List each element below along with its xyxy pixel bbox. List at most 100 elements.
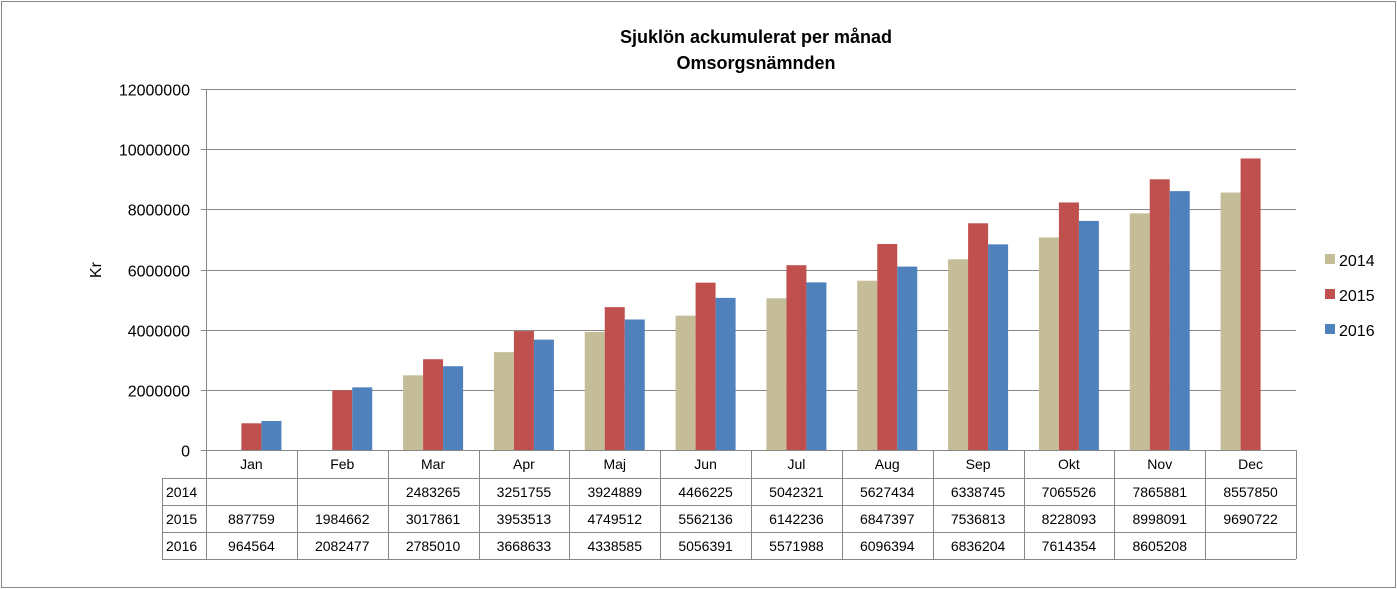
bar-2015-Jul bbox=[786, 265, 807, 450]
bar-2016-Jun bbox=[715, 297, 736, 450]
data-label: 2785010 bbox=[406, 538, 461, 554]
data-label: 7065526 bbox=[1042, 484, 1097, 500]
gridlines bbox=[206, 89, 1296, 391]
legend-label-2015: 2015 bbox=[1339, 288, 1375, 305]
data-label: 5042321 bbox=[769, 484, 824, 500]
x-tick-label: Jan bbox=[240, 456, 263, 472]
data-label: 5056391 bbox=[678, 538, 733, 554]
table-series-label: 2015 bbox=[166, 511, 197, 527]
bar-2014-Aug bbox=[857, 280, 878, 450]
y-tick-label: 2000000 bbox=[128, 384, 190, 401]
y-tick-label: 8000000 bbox=[128, 203, 190, 220]
legend-label-2016: 2016 bbox=[1339, 323, 1375, 340]
data-label: 6836204 bbox=[951, 538, 1006, 554]
x-tick-label: Jun bbox=[694, 456, 717, 472]
data-label: 7614354 bbox=[1042, 538, 1097, 554]
data-label: 8557850 bbox=[1223, 484, 1278, 500]
data-label: 2082477 bbox=[315, 538, 370, 554]
bar-2015-Aug bbox=[877, 244, 898, 450]
x-tick-label: Okt bbox=[1058, 456, 1080, 472]
data-label: 3953513 bbox=[497, 511, 552, 527]
x-tick-label: Nov bbox=[1147, 456, 1172, 472]
bar-2016-Jan bbox=[261, 420, 282, 450]
bar-2015-Jun bbox=[695, 282, 716, 450]
data-label: 5562136 bbox=[678, 511, 733, 527]
data-label: 1984662 bbox=[315, 511, 370, 527]
x-tick-label: Sep bbox=[966, 456, 991, 472]
data-label: 7865881 bbox=[1132, 484, 1187, 500]
bar-2014-Maj bbox=[584, 331, 605, 450]
y-tick-label: 10000000 bbox=[119, 143, 190, 160]
bar-2015-Nov bbox=[1149, 179, 1170, 450]
legend-label-2014: 2014 bbox=[1339, 253, 1375, 270]
bar-2016-Okt bbox=[1078, 220, 1099, 450]
data-label: 3924889 bbox=[587, 484, 642, 500]
data-label: 3251755 bbox=[497, 484, 552, 500]
y-tick-label: 6000000 bbox=[128, 264, 190, 281]
bar-2015-Apr bbox=[513, 331, 534, 450]
x-tick-label: Mar bbox=[421, 456, 445, 472]
bar-2016-Apr bbox=[533, 339, 554, 450]
x-tick-label: Aug bbox=[875, 456, 900, 472]
x-tick-label: Jul bbox=[787, 456, 805, 472]
data-label: 4466225 bbox=[678, 484, 733, 500]
data-label: 887759 bbox=[228, 511, 275, 527]
bar-2014-Okt bbox=[1038, 237, 1059, 450]
data-label: 964564 bbox=[228, 538, 275, 554]
y-axis-ticks: 0 2000000 4000000 6000000 8000000 10000000 120… bbox=[119, 83, 207, 461]
legend-swatch-2015 bbox=[1325, 289, 1335, 299]
bar-2015-Feb bbox=[332, 390, 353, 450]
bar-2016-Aug bbox=[897, 266, 918, 450]
bar-2015-Okt bbox=[1058, 202, 1079, 450]
y-axis-label: Kr bbox=[88, 261, 105, 278]
table-series-label: 2016 bbox=[166, 538, 197, 554]
chart-subtitle: Omsorgsnämnden bbox=[676, 53, 835, 73]
data-label: 4749512 bbox=[587, 511, 642, 527]
legend: 2014 2015 2016 bbox=[1325, 253, 1375, 340]
data-label: 6142236 bbox=[769, 511, 824, 527]
data-table: Jan Feb Mar Apr Maj Jun Jul Aug Sep Okt Nov Dec 2014… bbox=[162, 450, 1297, 560]
bar-2014-Jul bbox=[766, 298, 787, 450]
bar-2014-Apr bbox=[493, 352, 514, 450]
data-label: 9690722 bbox=[1223, 511, 1278, 527]
bar-2016-Feb bbox=[352, 387, 373, 450]
data-label: 6847397 bbox=[860, 511, 915, 527]
y-tick-label: 12000000 bbox=[119, 83, 190, 100]
data-label: 3668633 bbox=[497, 538, 552, 554]
bar-2016-Nov bbox=[1169, 191, 1190, 451]
bar-2014-Sep bbox=[948, 259, 969, 450]
data-label: 8998091 bbox=[1132, 511, 1187, 527]
bar-2015-Mar bbox=[423, 359, 444, 450]
bar-2015-Dec bbox=[1240, 158, 1261, 451]
bar-2014-Jun bbox=[675, 315, 696, 450]
legend-swatch-2014 bbox=[1325, 254, 1335, 264]
bar-2016-Mar bbox=[443, 366, 464, 450]
bar-2015-Jan bbox=[241, 423, 262, 450]
x-tick-label: Maj bbox=[603, 456, 626, 472]
bar-2014-Nov bbox=[1129, 213, 1150, 450]
y-tick-label: 4000000 bbox=[128, 324, 190, 341]
x-tick-label: Feb bbox=[330, 456, 354, 472]
data-label: 8228093 bbox=[1042, 511, 1097, 527]
data-label: 2483265 bbox=[406, 484, 461, 500]
data-label: 8605208 bbox=[1132, 538, 1187, 554]
bar-2014-Dec bbox=[1220, 192, 1241, 451]
x-tick-label: Apr bbox=[513, 456, 535, 472]
data-label: 4338585 bbox=[587, 538, 642, 554]
chart-title: Sjuklön ackumulerat per månad bbox=[620, 27, 892, 47]
data-label: 3017861 bbox=[406, 511, 461, 527]
bar-2015-Sep bbox=[968, 223, 989, 450]
data-label: 6338745 bbox=[951, 484, 1006, 500]
bar-2016-Jul bbox=[806, 282, 827, 450]
x-tick-label: Dec bbox=[1238, 456, 1263, 472]
legend-swatch-2016 bbox=[1325, 324, 1335, 334]
bar-2016-Sep bbox=[988, 244, 1009, 450]
data-label: 7536813 bbox=[951, 511, 1006, 527]
bar-2014-Mar bbox=[403, 375, 424, 450]
data-label: 5571988 bbox=[769, 538, 824, 554]
data-label: 5627434 bbox=[860, 484, 915, 500]
bar-2015-Maj bbox=[604, 307, 625, 450]
bars bbox=[241, 158, 1261, 451]
